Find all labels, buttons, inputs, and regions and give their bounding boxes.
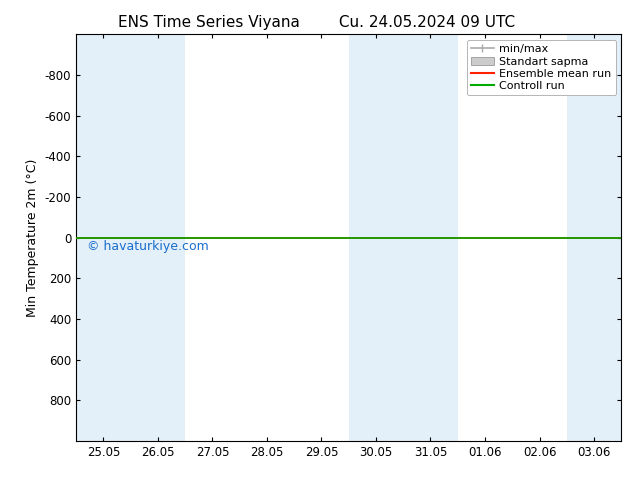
Text: © havaturkiye.com: © havaturkiye.com bbox=[87, 240, 209, 253]
Text: ENS Time Series Viyana        Cu. 24.05.2024 09 UTC: ENS Time Series Viyana Cu. 24.05.2024 09… bbox=[119, 15, 515, 30]
Legend: min/max, Standart sapma, Ensemble mean run, Controll run: min/max, Standart sapma, Ensemble mean r… bbox=[467, 40, 616, 96]
Bar bbox=[403, 34, 458, 441]
Bar bbox=[349, 34, 403, 441]
Bar bbox=[567, 34, 621, 441]
Y-axis label: Min Temperature 2m (°C): Min Temperature 2m (°C) bbox=[26, 158, 39, 317]
Bar bbox=[131, 34, 185, 441]
Bar bbox=[76, 34, 131, 441]
